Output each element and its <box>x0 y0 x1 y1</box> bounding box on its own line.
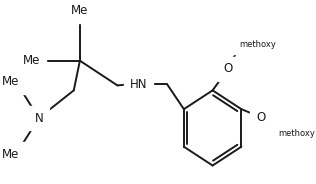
Text: Me: Me <box>23 54 40 67</box>
Text: O: O <box>256 111 265 124</box>
Text: methoxy: methoxy <box>239 40 276 49</box>
Text: N: N <box>34 112 43 125</box>
Text: methoxy: methoxy <box>278 129 315 138</box>
Text: Me: Me <box>2 148 20 161</box>
Text: Me: Me <box>2 75 20 88</box>
Text: HN: HN <box>130 78 147 91</box>
Text: O: O <box>224 62 233 75</box>
Text: Me: Me <box>71 4 88 17</box>
